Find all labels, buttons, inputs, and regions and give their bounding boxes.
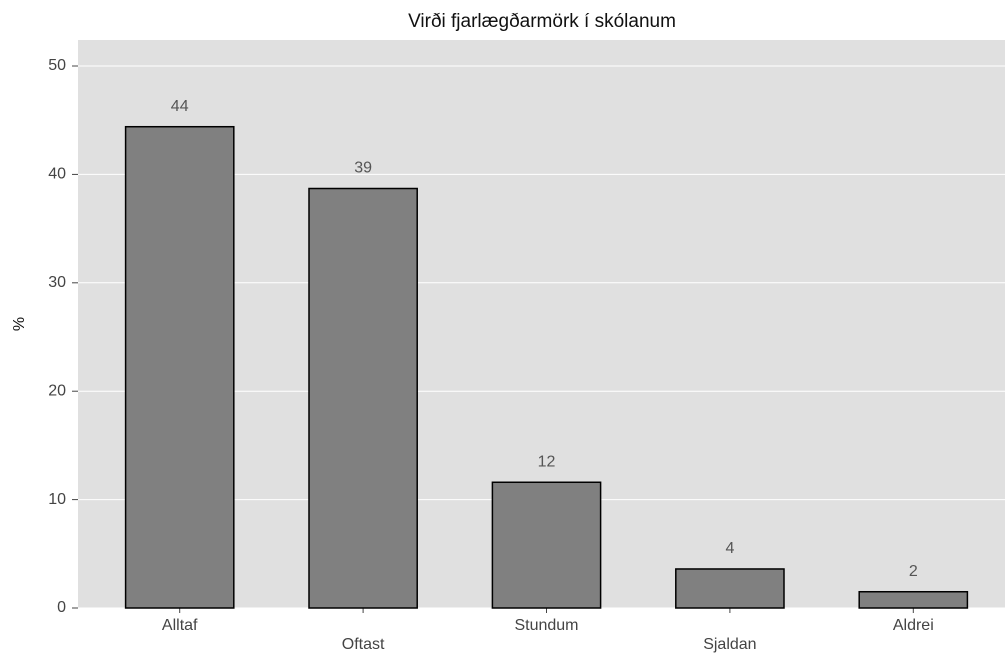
x-tick-label: Aldrei bbox=[893, 617, 934, 634]
y-tick-label: 10 bbox=[48, 491, 66, 508]
y-tick-label: 20 bbox=[48, 382, 66, 399]
y-tick-label: 0 bbox=[57, 599, 66, 616]
y-tick-label: 40 bbox=[48, 166, 66, 183]
value-label: 4 bbox=[725, 540, 734, 557]
value-label: 39 bbox=[354, 160, 372, 177]
bar bbox=[124, 125, 235, 609]
y-tick-label: 50 bbox=[48, 57, 66, 74]
x-tick-label: Oftast bbox=[342, 636, 385, 653]
bar bbox=[308, 187, 418, 609]
bar bbox=[858, 590, 969, 609]
value-label: 12 bbox=[538, 453, 556, 470]
x-tick-label: Sjaldan bbox=[703, 636, 756, 653]
value-label: 2 bbox=[909, 563, 918, 580]
y-axis-label: % bbox=[11, 317, 28, 331]
y-tick-label: 30 bbox=[48, 274, 66, 291]
value-label: 44 bbox=[171, 98, 189, 115]
chart-title: Virði fjarlægðarmörk í skólanum bbox=[408, 11, 676, 32]
x-tick-label: Alltaf bbox=[162, 617, 198, 634]
bar bbox=[491, 481, 602, 609]
bar bbox=[675, 568, 785, 609]
x-tick-label: Stundum bbox=[514, 617, 578, 634]
